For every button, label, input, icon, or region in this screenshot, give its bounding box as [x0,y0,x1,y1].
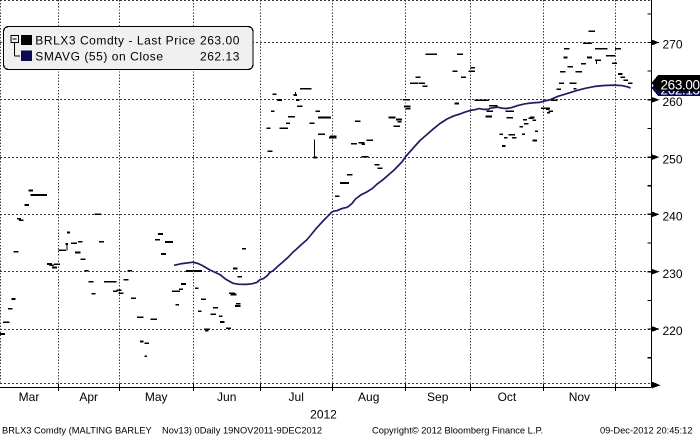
svg-text:250: 250 [663,152,683,166]
svg-text:Aug: Aug [358,390,379,404]
svg-text:May: May [145,390,168,404]
svg-text:260: 260 [663,95,683,109]
svg-text:2012: 2012 [310,408,337,422]
svg-text:262.13: 262.13 [200,50,240,64]
svg-text:BRLX3 Comdty - Last Price: BRLX3 Comdty - Last Price [35,34,195,48]
svg-text:09-Dec-2012 20:45:12: 09-Dec-2012 20:45:12 [600,426,693,436]
svg-text:Apr: Apr [79,390,98,404]
svg-text:SMAVG (55) on Close: SMAVG (55) on Close [35,50,163,64]
svg-text:220: 220 [663,324,683,338]
svg-text:Mar: Mar [19,390,40,404]
svg-text:Copyright© 2012 Bloomberg Fina: Copyright© 2012 Bloomberg Finance L.P. [372,426,543,436]
svg-text:Jul: Jul [289,390,304,404]
svg-text:Sep: Sep [427,390,449,404]
svg-text:Nov: Nov [569,390,590,404]
svg-text:270: 270 [663,38,683,52]
svg-text:230: 230 [663,267,683,281]
svg-text:240: 240 [663,210,683,224]
svg-text:Oct: Oct [498,390,517,404]
svg-text:BRLX3 Comdty (MALTING BARLEY: BRLX3 Comdty (MALTING BARLEY Nov13) 0Dai… [2,426,322,436]
svg-text:263.00: 263.00 [661,78,700,93]
svg-text:Jun: Jun [217,390,236,404]
svg-text:263.00: 263.00 [200,34,240,48]
